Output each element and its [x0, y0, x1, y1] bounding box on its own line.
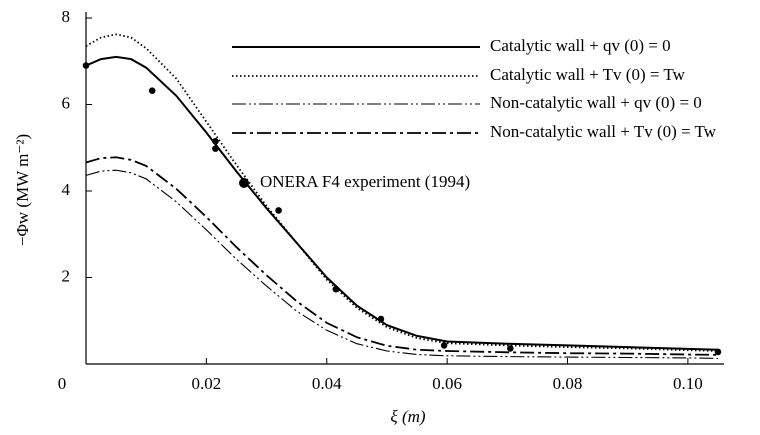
data-point	[212, 145, 219, 152]
y-tick-label: 6	[62, 93, 71, 112]
data-point	[82, 62, 90, 69]
series-line	[85, 169, 719, 359]
data-point	[714, 348, 722, 356]
legend-marker	[239, 178, 249, 188]
legend-label: Catalytic wall + Tv (0) = Tw	[490, 65, 686, 84]
legend-label: Non-catalytic wall + qv (0) = 0	[490, 93, 702, 112]
legend-label: Non-catalytic wall + Tv (0) = Tw	[490, 122, 717, 141]
series-line	[85, 156, 719, 356]
data-point	[507, 345, 514, 352]
x-tick-label: 0.06	[432, 374, 462, 393]
data-point	[275, 207, 282, 214]
y-axis-label: −Φw (MW m⁻²)	[13, 134, 32, 246]
series-line	[85, 33, 719, 352]
y-tick-label: 8	[62, 7, 71, 26]
x-tick-label: 0.02	[192, 374, 222, 393]
y-tick-label: 2	[62, 266, 71, 285]
data-point	[440, 342, 448, 349]
data-point	[148, 87, 156, 94]
data-point	[212, 137, 219, 145]
x-tick-label: 0.08	[553, 374, 583, 393]
legend-label: ONERA F4 experiment (1994)	[260, 172, 470, 191]
x-tick-label: 0.10	[673, 374, 703, 393]
x-tick-label: 0	[58, 374, 67, 393]
x-tick-label: 0.04	[312, 374, 342, 393]
data-point	[377, 315, 385, 323]
x-axis-label: ξ (m)	[390, 407, 425, 426]
y-tick-label: 4	[62, 180, 71, 199]
legend-label: Catalytic wall + qv (0) = 0	[490, 36, 671, 55]
data-point	[332, 285, 340, 293]
